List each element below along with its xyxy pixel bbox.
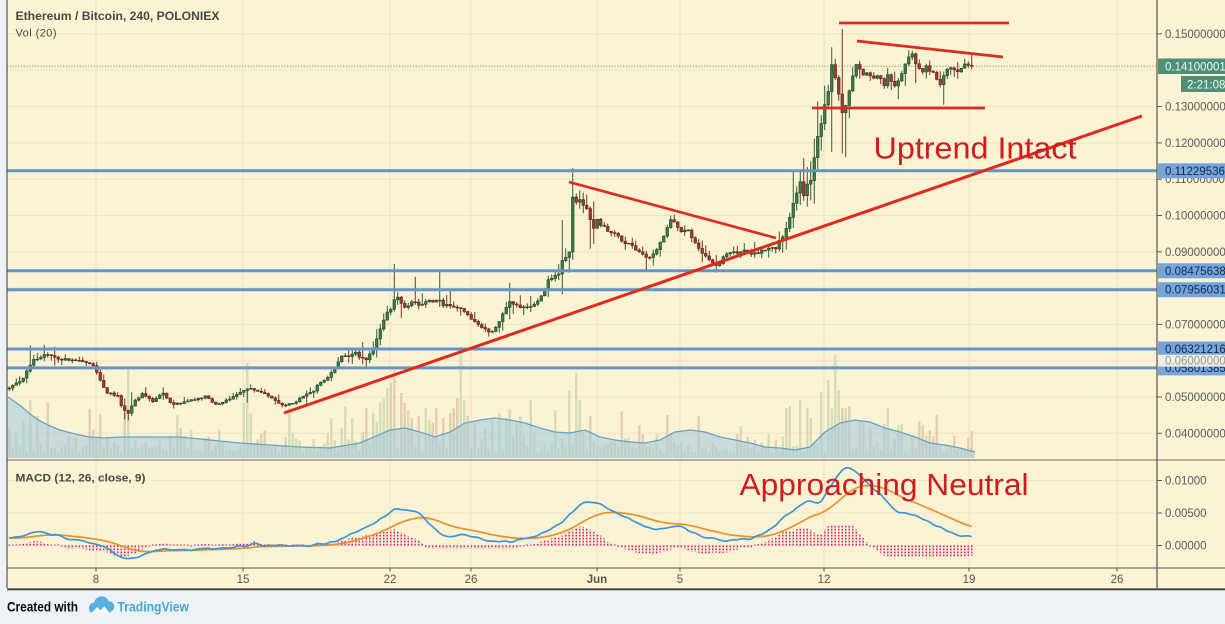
svg-text:Uptrend Intact: Uptrend Intact (874, 130, 1077, 165)
svg-text:15: 15 (237, 574, 250, 586)
svg-text:0.12000000: 0.12000000 (1165, 138, 1225, 150)
svg-text:Vol (20): Vol (20) (16, 28, 57, 40)
svg-text:0.04000000: 0.04000000 (1165, 428, 1225, 440)
svg-text:26: 26 (465, 574, 478, 586)
svg-text:0.11229536: 0.11229536 (1165, 166, 1225, 178)
svg-text:0.05000000: 0.05000000 (1165, 392, 1225, 404)
svg-text:MACD (12, 26, close, 9): MACD (12, 26, close, 9) (16, 473, 146, 485)
svg-text:0.09000000: 0.09000000 (1165, 247, 1225, 259)
svg-text:Created with: Created with (7, 599, 78, 615)
svg-text:26: 26 (1111, 574, 1124, 586)
svg-text:5: 5 (677, 574, 683, 586)
svg-text:0.14100001: 0.14100001 (1165, 62, 1225, 74)
svg-text:0.00000: 0.00000 (1165, 541, 1207, 553)
svg-text:0.08475638: 0.08475638 (1165, 266, 1225, 278)
svg-text:19: 19 (963, 574, 976, 586)
svg-text:0.01000: 0.01000 (1165, 476, 1207, 488)
svg-text:Jun: Jun (587, 574, 607, 586)
svg-text:0.10000000: 0.10000000 (1165, 211, 1225, 223)
svg-text:8: 8 (93, 574, 99, 586)
svg-text:0.07956031: 0.07956031 (1165, 285, 1225, 297)
svg-text:Ethereum / Bitcoin, 240, POLON: Ethereum / Bitcoin, 240, POLONIEX (16, 11, 220, 23)
svg-text:0.07000000: 0.07000000 (1165, 319, 1225, 331)
svg-text:0.00500: 0.00500 (1165, 508, 1207, 520)
svg-text:TradingView: TradingView (118, 599, 190, 615)
svg-text:0.13000000: 0.13000000 (1165, 102, 1225, 114)
svg-text:12: 12 (818, 574, 831, 586)
svg-text:22: 22 (384, 574, 397, 586)
svg-text:0.15000000: 0.15000000 (1165, 29, 1225, 41)
svg-text:0.06321216: 0.06321216 (1165, 344, 1225, 356)
svg-text:0.06000000: 0.06000000 (1165, 356, 1225, 368)
svg-text:2:21:08: 2:21:08 (1187, 79, 1225, 91)
svg-text:Approaching Neutral: Approaching Neutral (740, 467, 1029, 502)
